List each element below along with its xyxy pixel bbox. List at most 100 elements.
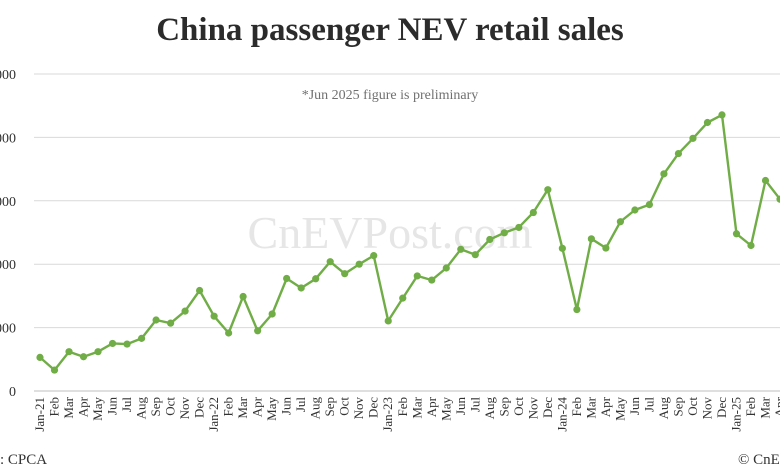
data-point [370, 252, 378, 260]
chart-note: *Jun 2025 figure is preliminary [302, 88, 479, 103]
credit-label: © CnE [738, 452, 780, 468]
data-point [326, 258, 334, 266]
data-point [703, 118, 712, 127]
data-point [602, 244, 610, 252]
data-point [79, 353, 88, 361]
x-tick-label: Dec [540, 397, 555, 418]
x-tick-label: Jul [293, 397, 308, 413]
chart-title: China passenger NEV retail sales [156, 12, 624, 48]
x-tick-label: Jan-22 [206, 397, 221, 432]
data-point [471, 251, 479, 259]
data-point [123, 340, 131, 348]
data-point [36, 353, 44, 361]
x-tick-label: May [90, 397, 105, 421]
data-point [544, 186, 552, 194]
x-tick-label: Mar [409, 396, 424, 418]
x-tick-label: Sep [148, 397, 163, 417]
data-point [166, 319, 175, 327]
x-tick-label: May [438, 397, 453, 421]
watermark: CnEVPost.com [248, 207, 533, 258]
data-point [65, 348, 73, 356]
x-tick-label: Dec [366, 397, 381, 418]
x-tick-label: Aug [308, 397, 323, 420]
x-tick-label: Mar [583, 396, 598, 418]
data-point [341, 270, 349, 278]
x-tick-label: Feb [47, 397, 62, 417]
data-point [297, 284, 305, 292]
data-point [558, 244, 566, 252]
x-tick-label: Jan-23 [380, 397, 395, 432]
x-tick-label: May [612, 397, 627, 421]
x-tick-label: Jul [119, 397, 134, 413]
x-tick-label: Sep [322, 397, 337, 417]
data-point [239, 292, 247, 301]
data-point [457, 245, 465, 253]
x-tick-label: Apr [772, 396, 780, 417]
x-tick-label: Nov [177, 397, 192, 420]
data-point [486, 235, 494, 244]
data-point [500, 229, 508, 237]
x-tick-label: Jun [279, 397, 294, 416]
data-point [181, 307, 189, 315]
x-tick-label: Jul [641, 397, 656, 413]
x-tick-label: Dec [192, 397, 207, 418]
x-tick-label: Aug [134, 397, 149, 420]
data-point [268, 310, 276, 318]
data-point [413, 272, 421, 280]
x-tick-label: May [264, 397, 279, 421]
data-point [312, 275, 320, 283]
x-tick-label: Feb [569, 397, 584, 417]
x-tick-label: Mar [61, 396, 76, 418]
data-point [225, 329, 233, 337]
data-point [428, 276, 436, 284]
data-point [732, 230, 741, 238]
x-tick-label: Nov [351, 397, 366, 420]
data-point [384, 317, 392, 325]
data-point [587, 235, 595, 243]
data-point [529, 208, 537, 217]
data-point [674, 149, 683, 158]
x-tick-label: Apr [424, 396, 439, 417]
x-tick-label: Sep [496, 397, 511, 417]
grid-layer [34, 73, 780, 392]
x-tick-label: Apr [76, 396, 91, 417]
x-tick-label: Oct [685, 397, 700, 416]
data-point [631, 206, 639, 214]
y-axis: 0000000000000000 [0, 68, 16, 400]
series-layer [36, 111, 780, 374]
x-tick-label: Jun [627, 397, 642, 416]
data-point [254, 327, 262, 335]
x-tick-label: Aug [482, 397, 497, 420]
y-tick-label: 000 [0, 68, 16, 83]
x-tick-label: Jan-24 [554, 397, 569, 432]
x-tick-label: Feb [395, 397, 410, 417]
data-point [718, 111, 726, 119]
data-point [515, 223, 523, 232]
data-point [747, 241, 755, 250]
data-point [689, 134, 697, 142]
x-tick-label: Apr [598, 396, 613, 417]
data-point [94, 348, 102, 356]
x-tick-label: Feb [221, 397, 236, 417]
data-point [573, 305, 581, 314]
x-tick-label: Oct [163, 397, 178, 416]
data-point [442, 264, 450, 272]
data-point [355, 260, 363, 268]
data-point [50, 366, 59, 374]
data-point [283, 274, 291, 283]
x-tick-label: Feb [743, 397, 758, 417]
x-tick-label: Jan-21 [32, 397, 47, 432]
source-label: : CPCA [0, 452, 47, 468]
y-tick-label: 000 [0, 258, 16, 273]
x-tick-label: Apr [250, 396, 265, 417]
x-tick-label: Mar [235, 396, 250, 418]
y-tick-label: 0 [9, 385, 16, 400]
x-tick-label: Jan-25 [728, 397, 743, 432]
data-point [108, 339, 117, 348]
x-tick-label: Nov [525, 397, 540, 420]
data-point [210, 312, 218, 320]
x-tick-label: Oct [337, 397, 352, 416]
x-tick-label: Dec [714, 397, 729, 418]
